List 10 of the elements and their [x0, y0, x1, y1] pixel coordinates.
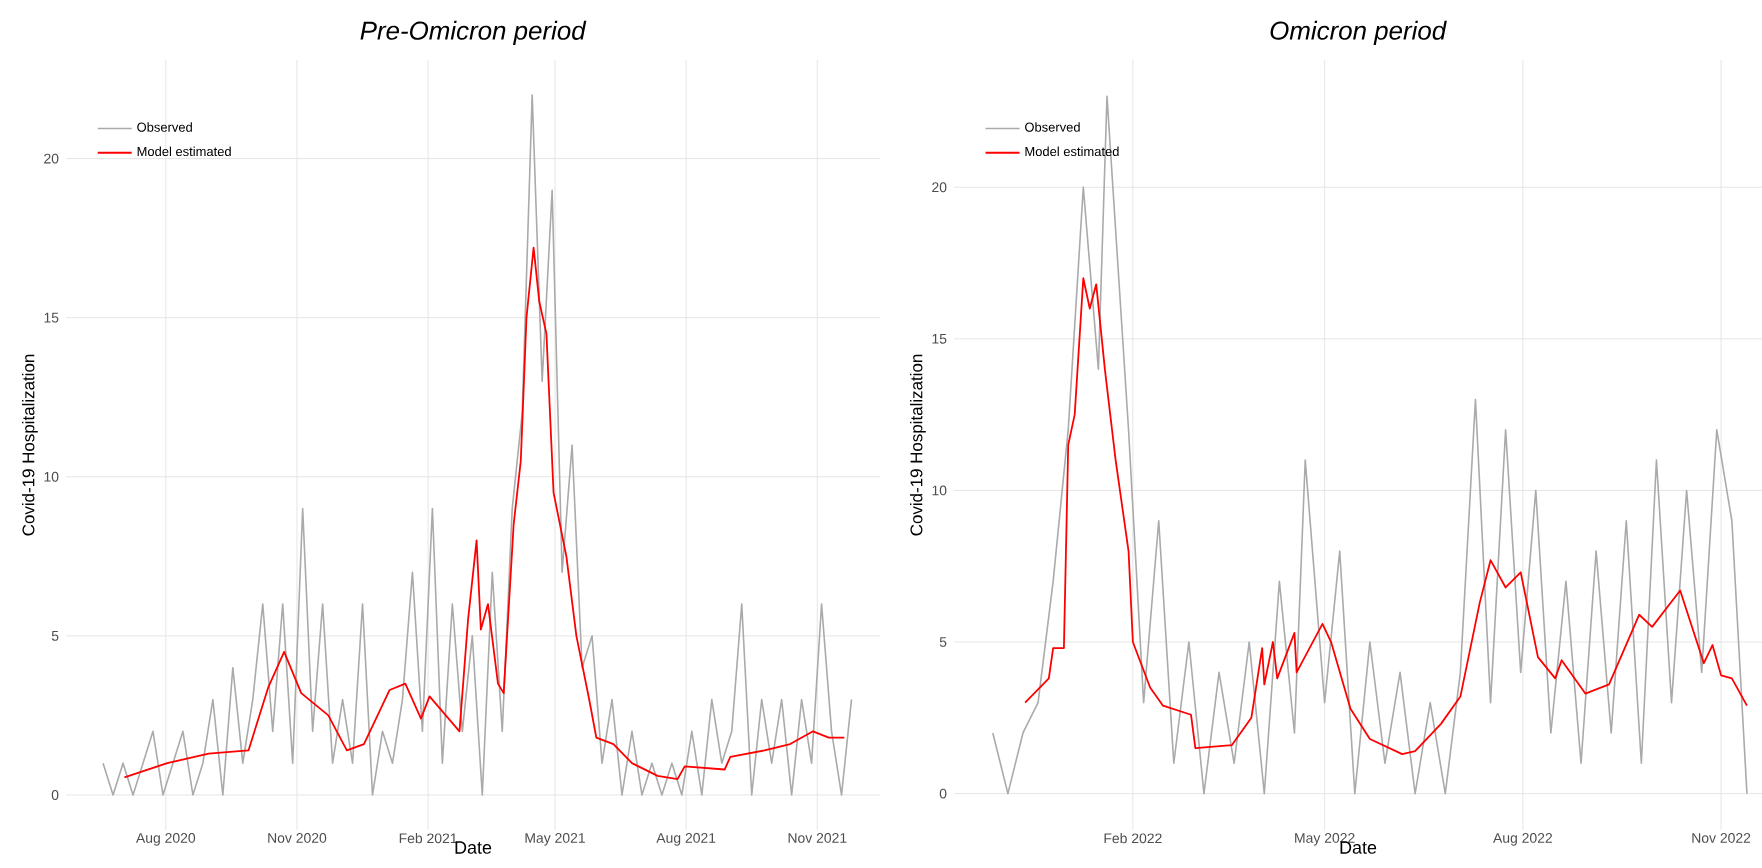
line-series	[1024, 277, 1748, 756]
x-axis-title: Date	[455, 841, 492, 854]
line-series	[102, 94, 853, 796]
y-axis-title: Covid-19 Hospitalization	[21, 354, 38, 536]
chart-title: Omicron period	[1270, 20, 1447, 45]
y-axis-title: Covid-19 Hospitalization	[909, 354, 926, 536]
line-series	[123, 246, 846, 780]
chart-title: Pre-Omicron period	[360, 20, 587, 45]
line-series	[992, 95, 1748, 795]
x-axis-title: Date	[1340, 841, 1377, 854]
